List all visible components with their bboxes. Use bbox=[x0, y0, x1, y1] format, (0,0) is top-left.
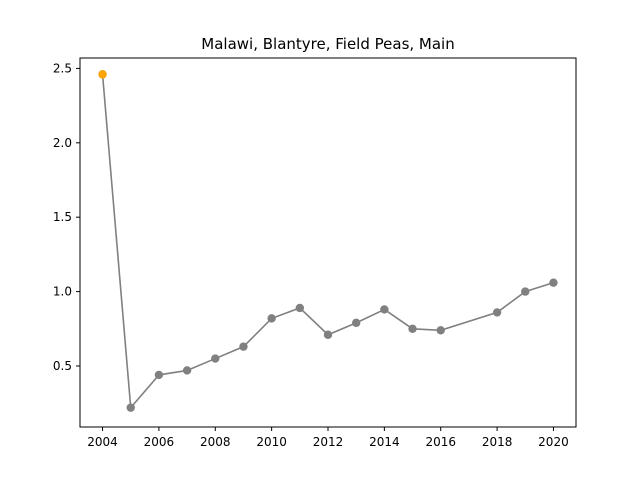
data-point bbox=[323, 330, 333, 339]
plot-frame bbox=[79, 57, 577, 428]
x-tick-label: 2018 bbox=[482, 435, 513, 449]
data-point bbox=[126, 403, 135, 412]
data-point bbox=[408, 324, 417, 333]
data-point bbox=[351, 318, 361, 328]
y-axis: 0.5 1.0 1.5 2.0 2.5 bbox=[53, 61, 80, 373]
y-tick-label: 2.5 bbox=[53, 61, 72, 75]
data-point bbox=[549, 278, 558, 287]
data-point bbox=[239, 342, 248, 351]
series-layer bbox=[98, 70, 558, 412]
series-line bbox=[101, 74, 554, 410]
x-tick-label: 2012 bbox=[313, 435, 344, 449]
y-tick-label: 2.0 bbox=[53, 136, 72, 150]
data-point bbox=[521, 287, 530, 296]
x-tick-label: 2006 bbox=[144, 435, 175, 449]
data-point bbox=[211, 354, 220, 363]
x-tick-label: 2020 bbox=[538, 435, 569, 449]
data-point bbox=[380, 305, 389, 314]
data-point bbox=[154, 370, 164, 380]
data-point bbox=[267, 314, 276, 323]
x-tick-label: 2010 bbox=[256, 435, 287, 449]
x-axis: 2004 2006 2008 2010 2012 2014 2016 2018 2020 bbox=[87, 427, 569, 449]
highlight-point bbox=[98, 70, 107, 79]
x-tick-label: 2008 bbox=[200, 435, 231, 449]
x-tick-label: 2004 bbox=[87, 435, 118, 449]
y-tick-label: 1.0 bbox=[53, 285, 72, 299]
data-point bbox=[436, 326, 445, 335]
y-tick-label: 0.5 bbox=[53, 359, 72, 373]
x-tick-label: 2014 bbox=[369, 435, 400, 449]
data-point bbox=[295, 303, 305, 313]
data-point bbox=[182, 366, 192, 375]
chart-title: Malawi, Blantyre, Field Peas, Main bbox=[201, 35, 454, 53]
y-tick-label: 1.5 bbox=[53, 210, 72, 224]
data-point bbox=[492, 308, 502, 317]
x-tick-label: 2016 bbox=[425, 435, 456, 449]
